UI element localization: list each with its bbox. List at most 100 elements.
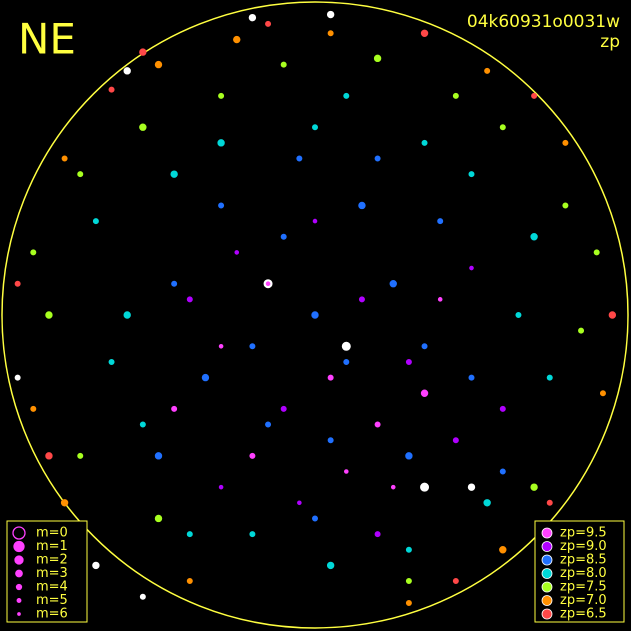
star-marker	[452, 578, 459, 585]
star-marker	[578, 327, 585, 334]
star-marker	[154, 60, 163, 69]
star-marker	[562, 202, 569, 209]
star-marker	[452, 92, 459, 99]
star-marker	[201, 373, 210, 382]
star-marker	[171, 280, 178, 287]
size-legend-label: m=3	[36, 566, 68, 581]
star-marker	[30, 249, 37, 256]
color-legend-label: zp=6.5	[560, 607, 607, 622]
star-marker	[186, 578, 193, 585]
star-marker	[92, 218, 99, 225]
star-marker	[484, 67, 491, 74]
star-marker	[327, 437, 334, 444]
color-legend-marker	[541, 568, 553, 579]
star-marker	[467, 483, 476, 491]
star-marker	[60, 499, 69, 507]
star-marker	[312, 515, 318, 522]
size-legend-marker	[14, 555, 24, 565]
color-legend-marker	[541, 595, 553, 606]
star-marker	[45, 311, 53, 319]
color-legend-marker	[541, 541, 553, 552]
size-legend-label: m=6	[36, 607, 68, 622]
color-legend-marker	[541, 608, 553, 620]
color-legend-label: zp=9.0	[560, 539, 607, 554]
star-marker	[218, 484, 224, 490]
color-legend-marker	[541, 554, 553, 566]
star-marker	[218, 92, 225, 99]
star-marker	[77, 452, 84, 459]
star-marker	[420, 482, 430, 492]
star-marker	[420, 29, 429, 37]
star-marker	[452, 437, 459, 444]
size-legend-label: m=0	[36, 526, 68, 541]
star-marker	[123, 67, 131, 75]
star-marker	[499, 405, 506, 412]
color-legend-label: zp=9.5	[560, 526, 607, 541]
star-marker	[483, 499, 491, 507]
star-marker	[311, 311, 319, 319]
star-marker	[390, 484, 396, 490]
size-legend-label: m=5	[36, 593, 68, 608]
star-marker	[499, 546, 507, 554]
star-marker	[139, 593, 146, 600]
star-marker	[421, 139, 428, 146]
star-marker	[358, 201, 366, 210]
star-marker	[343, 92, 350, 99]
star-marker	[108, 86, 115, 93]
star-marker	[530, 483, 538, 491]
star-marker	[405, 578, 412, 585]
size-legend-marker	[12, 526, 26, 540]
star-marker	[171, 405, 178, 412]
star-marker	[297, 500, 302, 506]
color-legend-label: zp=7.0	[560, 593, 607, 608]
star-marker	[265, 421, 272, 428]
size-legend-label: m=1	[36, 539, 68, 554]
star-marker	[233, 35, 241, 44]
star-marker	[123, 311, 131, 319]
star-marker	[405, 599, 412, 606]
star-marker	[265, 20, 272, 27]
star-marker	[437, 297, 443, 302]
star-marker	[499, 124, 506, 131]
star-marker	[265, 281, 271, 287]
star-marker	[326, 10, 335, 19]
star-marker	[343, 358, 350, 365]
star-marker	[186, 531, 193, 538]
star-marker	[405, 358, 412, 365]
star-marker	[546, 499, 553, 506]
color-legend-label: zp=8.5	[560, 553, 607, 568]
star-marker	[374, 421, 381, 428]
star-marker	[374, 155, 381, 162]
color-legend-label: zp=7.5	[560, 580, 607, 595]
star-marker	[420, 389, 429, 397]
frame-id: 04k60931o0031w	[467, 12, 620, 32]
star-marker	[344, 469, 349, 474]
star-marker	[593, 249, 600, 256]
star-marker	[341, 341, 351, 351]
star-marker	[468, 171, 475, 178]
star-marker	[530, 233, 538, 241]
star-marker	[249, 452, 256, 459]
star-marker	[280, 405, 287, 412]
size-legend-label: m=2	[36, 553, 68, 568]
star-marker	[218, 202, 225, 209]
star-marker	[249, 531, 256, 538]
size-legend-marker	[17, 612, 21, 616]
star-marker	[61, 155, 68, 162]
color-legend-marker	[541, 581, 553, 593]
star-marker	[108, 358, 115, 365]
star-marker	[499, 468, 506, 475]
star-marker	[531, 92, 538, 99]
star-marker	[154, 514, 163, 523]
star-marker	[249, 343, 256, 350]
star-marker	[608, 311, 617, 319]
color-legend-label: zp=8.0	[560, 566, 607, 581]
star-marker	[468, 374, 475, 381]
star-marker	[327, 374, 334, 381]
star-marker	[546, 374, 553, 381]
corner-label: NE	[18, 15, 76, 64]
star-marker	[405, 452, 413, 460]
size-legend-marker	[13, 540, 25, 553]
star-marker	[77, 171, 84, 178]
